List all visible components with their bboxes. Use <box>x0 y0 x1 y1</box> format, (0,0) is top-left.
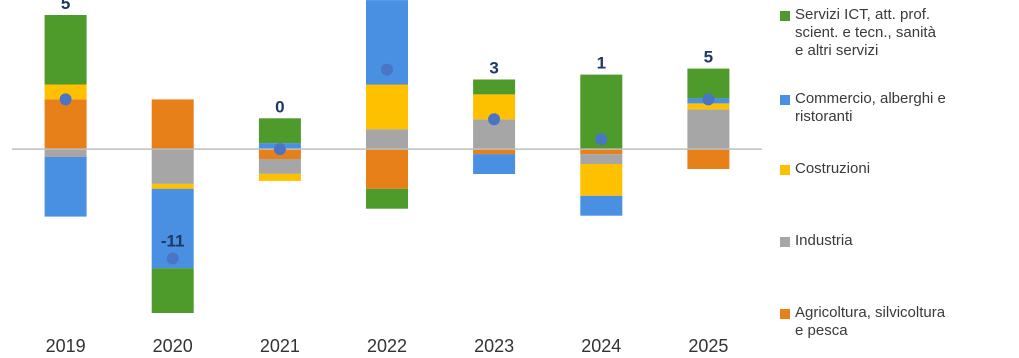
total-label-2023: 3 <box>489 59 498 78</box>
bar-segment-2019-series-3 <box>44 157 87 217</box>
bar-segment-2019-series-2 <box>44 84 87 100</box>
bar-segment-2019-series-0 <box>44 99 87 150</box>
bar-segment-2024-series-1 <box>580 154 623 164</box>
total-marker-2022 <box>381 63 393 76</box>
legend-swatch <box>780 165 790 175</box>
x-axis-tick-labels: 2019 2020 2021 2022 2023 2024 2025 <box>46 336 729 356</box>
bar-segment-2021-series-2 <box>258 173 301 181</box>
total-marker-2024 <box>595 133 608 146</box>
legend-label: Costruzioni <box>795 160 871 177</box>
x-tick-label-2024: 2024 <box>581 336 621 356</box>
x-tick-label-2021: 2021 <box>260 336 300 356</box>
legend-swatch <box>780 237 790 247</box>
legend-label: Servizi ICT, att. prof. scient. e tecn.,… <box>795 6 936 59</box>
bar-segment-2019-series-1 <box>44 149 87 157</box>
bar-segment-2020-series-0 <box>151 99 194 150</box>
bar-segment-2022-series-0 <box>366 149 408 189</box>
total-marker-2025 <box>702 93 715 106</box>
x-tick-label-2023: 2023 <box>474 336 514 356</box>
total-marker-2019 <box>59 93 72 106</box>
x-tick-label-2020: 2020 <box>153 336 193 356</box>
legend: Servizi ICT, att. prof. scient. e tecn.,… <box>780 0 1018 358</box>
total-marker-layer: 5-1108315 <box>59 0 715 265</box>
legend-swatch <box>780 11 790 21</box>
bar-segment-2025-series-1 <box>687 109 730 150</box>
bar-segment-2024-series-2 <box>580 164 623 196</box>
total-label-2025: 5 <box>704 48 713 67</box>
legend-label: Commercio, alberghi e ristoranti <box>795 90 946 125</box>
bar-segment-2023-series-0 <box>473 149 516 155</box>
bar-segment-2025-series-0 <box>687 149 730 169</box>
bar-segment-2022-series-4 <box>366 188 408 209</box>
legend-label: Agricoltura, silvicoltura e pesca <box>795 304 946 339</box>
bar-layer <box>44 0 730 313</box>
total-label-2021: 0 <box>275 97 284 116</box>
bar-segment-2021-series-4 <box>258 118 301 144</box>
total-marker-2023 <box>488 113 501 126</box>
legend-item-3: Commercio, alberghi e ristoranti <box>780 90 946 126</box>
bar-segment-2025-series-2 <box>687 103 730 110</box>
bar-segment-2023-series-4 <box>473 79 516 95</box>
total-marker-2021 <box>273 143 286 156</box>
x-tick-label-2019: 2019 <box>46 336 86 356</box>
x-tick-label-2022: 2022 <box>367 336 407 356</box>
total-label-2020: -11 <box>161 231 185 250</box>
legend-item-2: Costruzioni <box>780 160 870 178</box>
bar-segment-2020-series-2 <box>151 183 194 189</box>
total-marker-2020 <box>166 252 179 265</box>
bar-segment-2019-series-4 <box>44 15 87 85</box>
bar-segment-2020-series-4 <box>151 268 194 313</box>
bar-segment-2022-series-1 <box>366 129 408 150</box>
legend-item-0: Agricoltura, silvicoltura e pesca <box>780 304 945 340</box>
bar-segment-2020-series-1 <box>151 149 194 184</box>
legend-item-4: Servizi ICT, att. prof. scient. e tecn.,… <box>780 6 936 60</box>
total-label-2024: 1 <box>597 54 606 73</box>
x-tick-label-2025: 2025 <box>688 336 728 356</box>
bar-segment-2022-series-2 <box>366 84 408 130</box>
bar-segment-2024-series-0 <box>580 149 623 155</box>
bar-segment-2021-series-1 <box>258 159 301 174</box>
legend-label: Industria <box>795 232 853 249</box>
legend-swatch <box>780 309 790 319</box>
legend-item-1: Industria <box>780 232 853 250</box>
bar-segment-2023-series-3 <box>473 154 516 174</box>
total-label-2019: 5 <box>61 0 70 13</box>
bar-segment-2024-series-3 <box>580 195 623 216</box>
legend-swatch <box>780 95 790 105</box>
